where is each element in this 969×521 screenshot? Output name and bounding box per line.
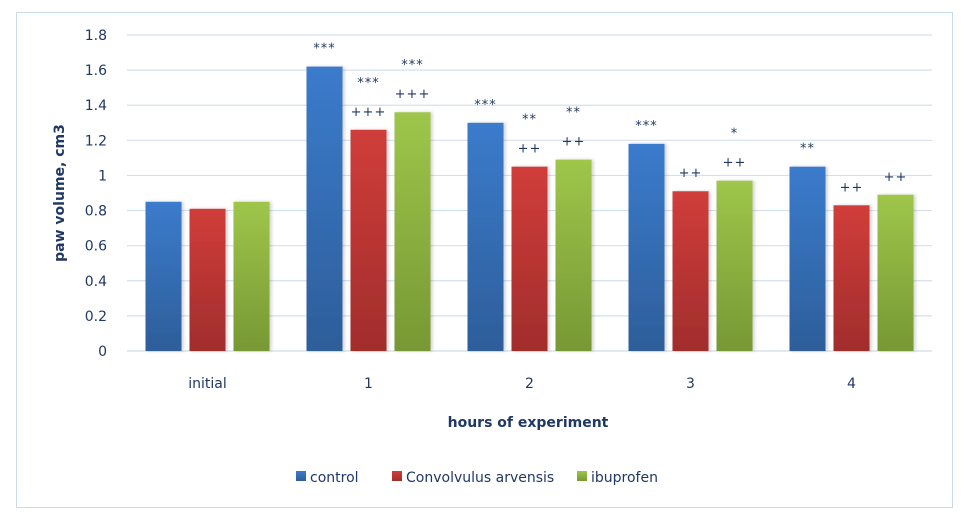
bar-control-initial: [145, 201, 182, 351]
legend-item-control: control: [296, 470, 359, 486]
significance-label: **: [566, 106, 581, 121]
significance-annotations: ***+++***+++******++**++*****++++***++++: [313, 42, 908, 196]
y-tick-label: 1.8: [85, 28, 107, 44]
significance-label: ++: [884, 170, 908, 185]
bar-ibuprofen-4: [877, 194, 914, 351]
legend-swatch: [296, 471, 306, 481]
legend-item-ibuprofen: ibuprofen: [577, 470, 658, 486]
legend-label: Convolvulus arvensis: [406, 470, 554, 486]
y-tick-label: 1.4: [85, 98, 107, 114]
legend-swatch: [392, 471, 402, 481]
significance-label: ++: [840, 180, 864, 195]
bar-ibuprofen-initial: [233, 201, 270, 351]
significance-label: **: [800, 142, 815, 157]
x-category-label: 3: [686, 376, 695, 392]
bar-ibuprofen-2: [555, 159, 592, 351]
bar-convolvulus-arvensis-2: [511, 166, 548, 351]
significance-label: ++: [723, 156, 747, 171]
legend: control Convolvulus arvensis ibuprofen: [296, 470, 658, 486]
legend-swatch: [577, 471, 587, 481]
bar-control-4: [789, 166, 826, 351]
significance-label: ++: [562, 135, 586, 150]
x-category-label: initial: [188, 376, 227, 392]
significance-label: ***: [357, 76, 380, 91]
significance-label: ++: [679, 166, 703, 181]
y-axis-title: paw volume, cm3: [52, 124, 68, 262]
bar-control-3: [628, 143, 665, 351]
significance-label: +++: [351, 105, 387, 120]
x-category-label: 1: [364, 376, 373, 392]
bar-control-2: [467, 122, 504, 352]
bar-control-1: [306, 66, 343, 351]
x-category-label: 2: [525, 376, 534, 392]
significance-label: ++: [518, 142, 542, 157]
significance-label: ***: [474, 98, 497, 113]
bar-ibuprofen-3: [716, 180, 753, 351]
y-tick-label: 0: [98, 344, 107, 360]
x-category-labels: initial 1 2 3 4: [188, 376, 856, 392]
bar-convolvulus-arvensis-3: [672, 191, 709, 351]
y-tick-label: 1: [98, 168, 107, 184]
y-tick-label: 0.4: [85, 274, 107, 290]
x-category-label: 4: [847, 376, 856, 392]
y-tick-label: 0.6: [85, 239, 107, 255]
y-tick-labels: 0 0.2 0.4 0.6 0.8 1 1.2 1.4 1.6 1.8: [85, 28, 107, 360]
significance-label: +++: [395, 87, 431, 102]
significance-label: ***: [313, 42, 336, 57]
legend-item-convolvulus-arvensis: Convolvulus arvensis: [392, 470, 554, 486]
significance-label: *: [731, 127, 739, 142]
legend-label: ibuprofen: [591, 470, 658, 486]
y-tick-label: 1.2: [85, 133, 107, 149]
bar-ibuprofen-1: [394, 112, 431, 351]
y-tick-label: 1.6: [85, 63, 107, 79]
legend-label: control: [310, 470, 359, 486]
bar-convolvulus-arvensis-initial: [189, 208, 226, 351]
y-tick-label: 0.8: [85, 204, 107, 220]
significance-label: ***: [635, 119, 658, 134]
x-axis-title: hours of experiment: [448, 415, 609, 431]
bar-convolvulus-arvensis-4: [833, 205, 870, 351]
y-tick-label: 0.2: [85, 309, 107, 325]
bar-convolvulus-arvensis-1: [350, 129, 387, 351]
bars: [145, 66, 914, 352]
significance-label: ***: [401, 58, 424, 73]
significance-label: **: [522, 113, 537, 128]
